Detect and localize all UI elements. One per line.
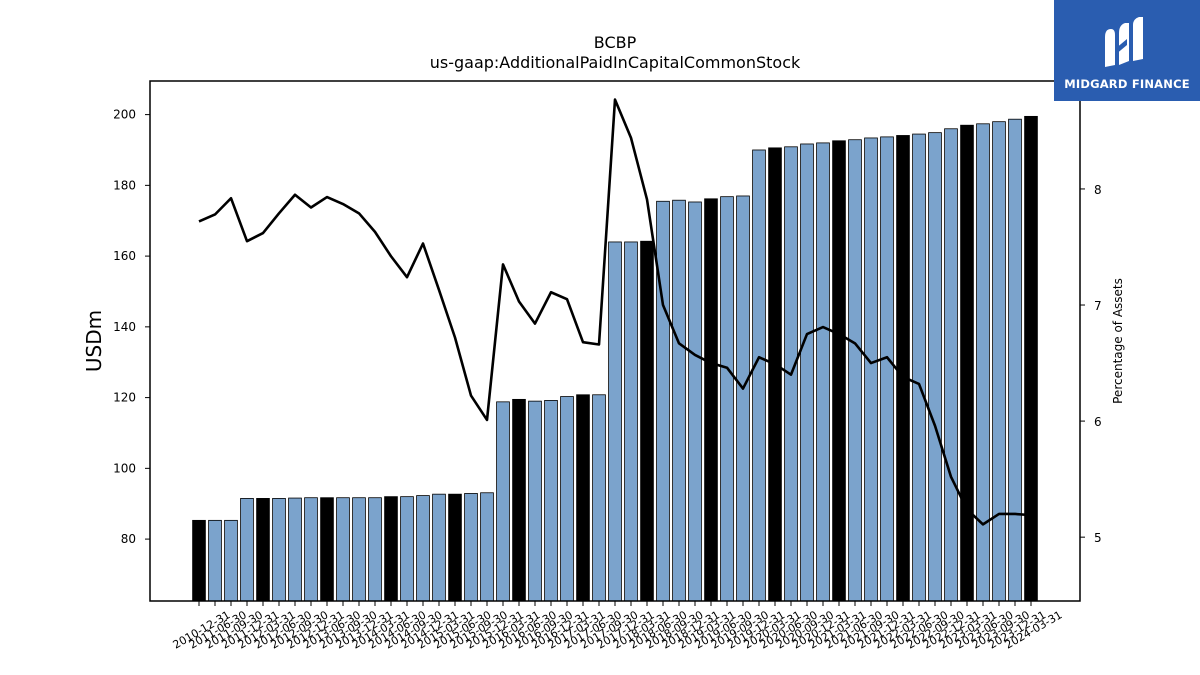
- y2-tick-label: 8: [1094, 183, 1102, 197]
- line-layer: [198, 98, 1032, 526]
- bar: [336, 497, 350, 602]
- bar: [400, 496, 414, 602]
- y-axis-left: 80 100 120 140 160 180 200: [113, 108, 150, 546]
- y-tick-label: 180: [113, 178, 136, 192]
- bar: [240, 498, 254, 602]
- chart-title: BCBP: [594, 33, 637, 52]
- bar: [992, 121, 1006, 602]
- bar: [192, 519, 206, 602]
- y-axis-right: 5 6 7 8: [1080, 183, 1102, 545]
- y-axis-label-left: USDm: [82, 310, 106, 372]
- bar: [896, 135, 910, 602]
- bar: [752, 149, 766, 602]
- bar: [480, 492, 494, 602]
- bar: [512, 398, 526, 602]
- bar: [800, 143, 814, 602]
- bar: [1008, 118, 1022, 602]
- bar: [1024, 115, 1038, 602]
- bar: [528, 400, 542, 602]
- y-tick-label: 140: [113, 320, 136, 334]
- bar: [256, 498, 270, 602]
- bar: [832, 140, 846, 602]
- bar: [640, 240, 654, 602]
- y-axis-label-right: Percentage of Assets: [1111, 278, 1125, 404]
- bar: [912, 133, 926, 602]
- bar: [272, 498, 286, 602]
- y-tick-label: 160: [113, 249, 136, 263]
- bar: [560, 396, 574, 602]
- bar: [960, 124, 974, 602]
- y2-tick-label: 7: [1094, 299, 1102, 313]
- bar: [624, 241, 638, 602]
- y-tick-label: 100: [113, 461, 136, 475]
- bar: [224, 519, 238, 602]
- bar: [944, 128, 958, 602]
- bar: [608, 241, 622, 602]
- bar: [768, 147, 782, 602]
- bar: [448, 493, 462, 602]
- bar: [688, 201, 702, 602]
- bar: [928, 132, 942, 602]
- brand-logo-text: MIDGARD FINANCE: [1064, 76, 1190, 91]
- bar: [464, 493, 478, 602]
- bar: [432, 493, 446, 602]
- bar: [656, 200, 670, 602]
- bar: [288, 497, 302, 602]
- bar: [496, 401, 510, 602]
- bar: [704, 198, 718, 602]
- bar: [816, 142, 830, 602]
- bar: [864, 137, 878, 602]
- bar: [544, 400, 558, 602]
- y-tick-label: 80: [121, 532, 136, 546]
- bar: [304, 497, 318, 602]
- percentage-line: [198, 98, 1032, 526]
- bar: [320, 497, 334, 602]
- y2-tick-label: 5: [1094, 531, 1102, 545]
- midgard-logo-icon: [1105, 16, 1143, 67]
- y-tick-label: 200: [113, 108, 136, 122]
- bar: [736, 195, 750, 602]
- bar: [880, 136, 894, 602]
- bar: [976, 123, 990, 602]
- bar: [384, 496, 398, 602]
- bar: [416, 495, 430, 602]
- y-tick-label: 120: [113, 391, 136, 405]
- bars-layer: [192, 115, 1038, 602]
- bar: [352, 497, 366, 602]
- brand-logo: MIDGARD FINANCE: [1054, 0, 1200, 101]
- x-axis: 2010-12-312011-06-302011-09-302011-12-31…: [171, 601, 1065, 652]
- bar: [368, 497, 382, 602]
- bar: [208, 519, 222, 602]
- chart-subtitle: us-gaap:AdditionalPaidInCapitalCommonSto…: [430, 53, 801, 72]
- bar: [848, 139, 862, 602]
- bar: [672, 199, 686, 602]
- bar: [592, 394, 606, 602]
- bar: [576, 394, 590, 602]
- bar: [720, 196, 734, 602]
- y2-tick-label: 6: [1094, 415, 1102, 429]
